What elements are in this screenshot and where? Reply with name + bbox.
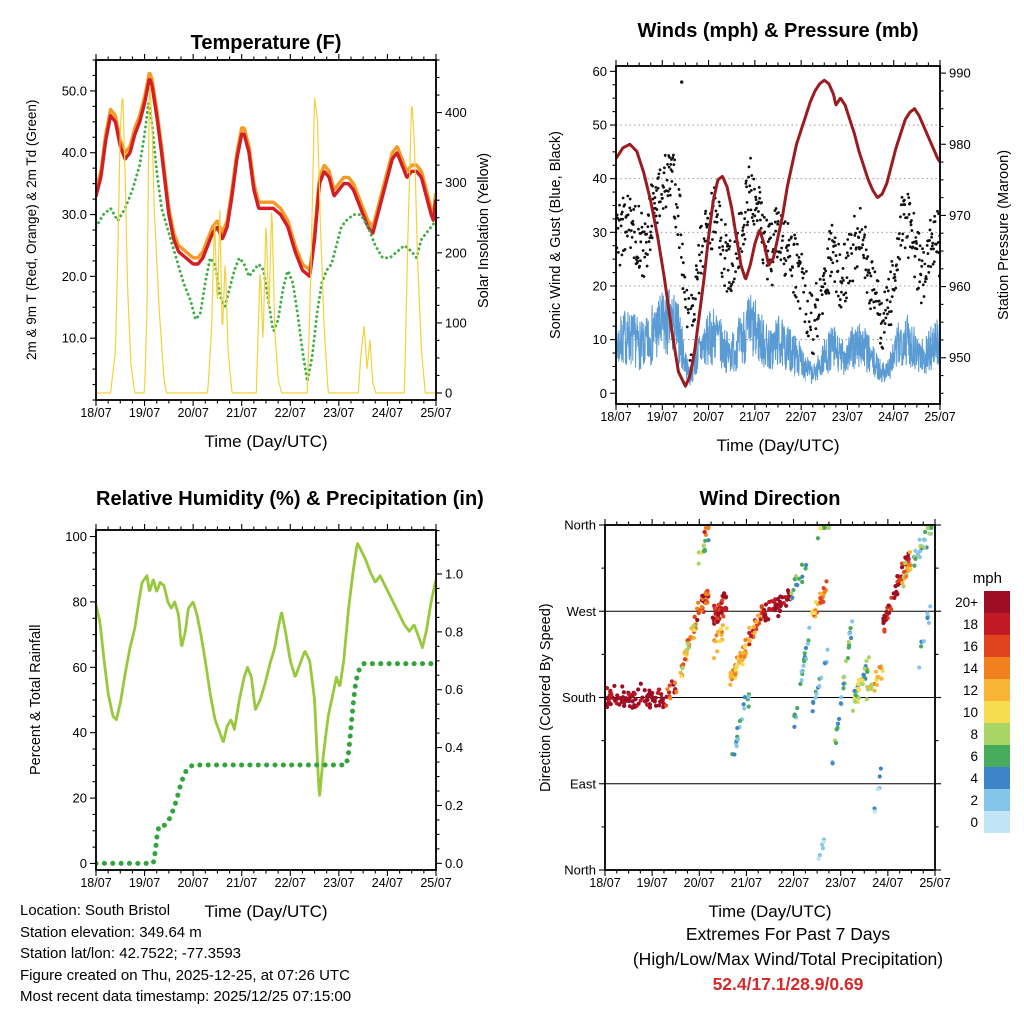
speed-legend-row: 10 bbox=[950, 701, 1010, 723]
speed-legend-title: mph bbox=[972, 570, 1002, 587]
humidity-x-axis-label: Time (Day/UTC) bbox=[204, 902, 328, 921]
speed-legend-label: 2 bbox=[970, 792, 978, 808]
speed-legend-swatch bbox=[984, 745, 1010, 767]
speed-legend-swatch bbox=[984, 635, 1010, 657]
winds-pressure-chart-title: Winds (mph) & Pressure (mb) bbox=[637, 20, 919, 42]
speed-legend-swatch bbox=[984, 811, 1010, 833]
speed-legend-label: 20+ bbox=[955, 594, 978, 610]
humidity-precip-chart-title: Relative Humidity (%) & Precipitation (i… bbox=[96, 488, 484, 510]
winds-x-axis-label: Time (Day/UTC) bbox=[716, 436, 840, 455]
temperature-chart-title: Temperature (F) bbox=[190, 32, 342, 54]
wind-direction-plot-canvas bbox=[520, 478, 1016, 938]
temperature-plot-canvas bbox=[8, 8, 504, 468]
speed-legend: mph 20+ 18 16 14 12 10 8 6 4 2 0 bbox=[950, 570, 1010, 833]
humidity-precip-plot-canvas bbox=[8, 478, 504, 938]
speed-legend-swatch bbox=[984, 657, 1010, 679]
station-info: Location: South Bristol Station elevatio… bbox=[20, 900, 351, 1008]
speed-legend-label: 16 bbox=[962, 638, 978, 654]
speed-legend-swatch bbox=[984, 679, 1010, 701]
speed-legend-swatch bbox=[984, 591, 1010, 613]
winds-pressure-chart: Winds (mph) & Pressure (mb) Sonic Wind &… bbox=[520, 8, 1016, 468]
humidity-left-axis-label: Percent & Total Rainfall bbox=[28, 624, 44, 776]
wind-direction-chart-title: Wind Direction bbox=[699, 488, 841, 510]
speed-legend-swatch bbox=[984, 767, 1010, 789]
speed-legend-label: 14 bbox=[962, 660, 978, 676]
wind-direction-chart: Wind Direction Direction (Colored By Spe… bbox=[520, 478, 1016, 938]
extremes-title: Extremes For Past 7 Days bbox=[685, 924, 891, 944]
station-elevation: Station elevation: 349.64 m bbox=[20, 923, 202, 941]
speed-legend-label: 10 bbox=[962, 704, 978, 720]
speed-legend-label: 0 bbox=[970, 814, 978, 830]
speed-legend-label: 4 bbox=[970, 770, 978, 786]
speed-legend-swatch bbox=[984, 723, 1010, 745]
speed-legend-row: 4 bbox=[950, 767, 1010, 789]
extremes-values: 52.4/17.1/28.9/0.69 bbox=[712, 974, 864, 994]
pressure-right-axis-label: Station Pressure (Maroon) bbox=[996, 149, 1012, 321]
extremes-subtitle: (High/Low/Max Wind/Total Precipitation) bbox=[632, 949, 944, 969]
speed-legend-row: 20+ bbox=[950, 591, 1010, 613]
speed-legend-swatch bbox=[984, 701, 1010, 723]
temperature-left-axis-label: 2m & 9m T (Red, Orange) & 2m Td (Green) bbox=[24, 99, 39, 361]
speed-legend-label: 18 bbox=[962, 616, 978, 632]
speed-legend-row: 16 bbox=[950, 635, 1010, 657]
speed-legend-label: 8 bbox=[970, 726, 978, 742]
temperature-chart: Temperature (F) 2m & 9m T (Red, Orange) … bbox=[8, 8, 504, 468]
figure-created: Figure created on Thu, 2025-12-25, at 07… bbox=[20, 966, 350, 984]
speed-legend-row: 18 bbox=[950, 613, 1010, 635]
speed-legend-row: 8 bbox=[950, 723, 1010, 745]
temperature-x-axis-label: Time (Day/UTC) bbox=[204, 432, 328, 451]
speed-legend-swatch bbox=[984, 613, 1010, 635]
humidity-precip-chart: Relative Humidity (%) & Precipitation (i… bbox=[8, 478, 504, 938]
speed-legend-row: 2 bbox=[950, 789, 1010, 811]
wind-direction-left-axis-label: Direction (Colored By Speed) bbox=[538, 603, 554, 792]
speed-legend-swatch bbox=[984, 789, 1010, 811]
extremes-block: Extremes For Past 7 Days (High/Low/Max W… bbox=[560, 922, 1016, 997]
speed-legend-label: 12 bbox=[962, 682, 978, 698]
station-location: Location: South Bristol bbox=[20, 902, 171, 919]
winds-pressure-plot-canvas bbox=[520, 8, 1016, 468]
speed-legend-row: 14 bbox=[950, 657, 1010, 679]
speed-legend-row: 12 bbox=[950, 679, 1010, 701]
temperature-right-axis-label: Solar Insolation (Yellow) bbox=[476, 152, 492, 308]
speed-legend-row: 6 bbox=[950, 745, 1010, 767]
station-latlon: Station lat/lon: 42.7522; -77.3593 bbox=[20, 945, 242, 962]
speed-legend-label: 6 bbox=[970, 748, 978, 764]
winds-left-axis-label: Sonic Wind & Gust (Blue, Black) bbox=[548, 131, 564, 339]
speed-legend-row: 0 bbox=[950, 811, 1010, 833]
wind-direction-x-axis-label: Time (Day/UTC) bbox=[708, 902, 832, 921]
recent-timestamp: Most recent data timestamp: 2025/12/25 0… bbox=[20, 988, 352, 1005]
